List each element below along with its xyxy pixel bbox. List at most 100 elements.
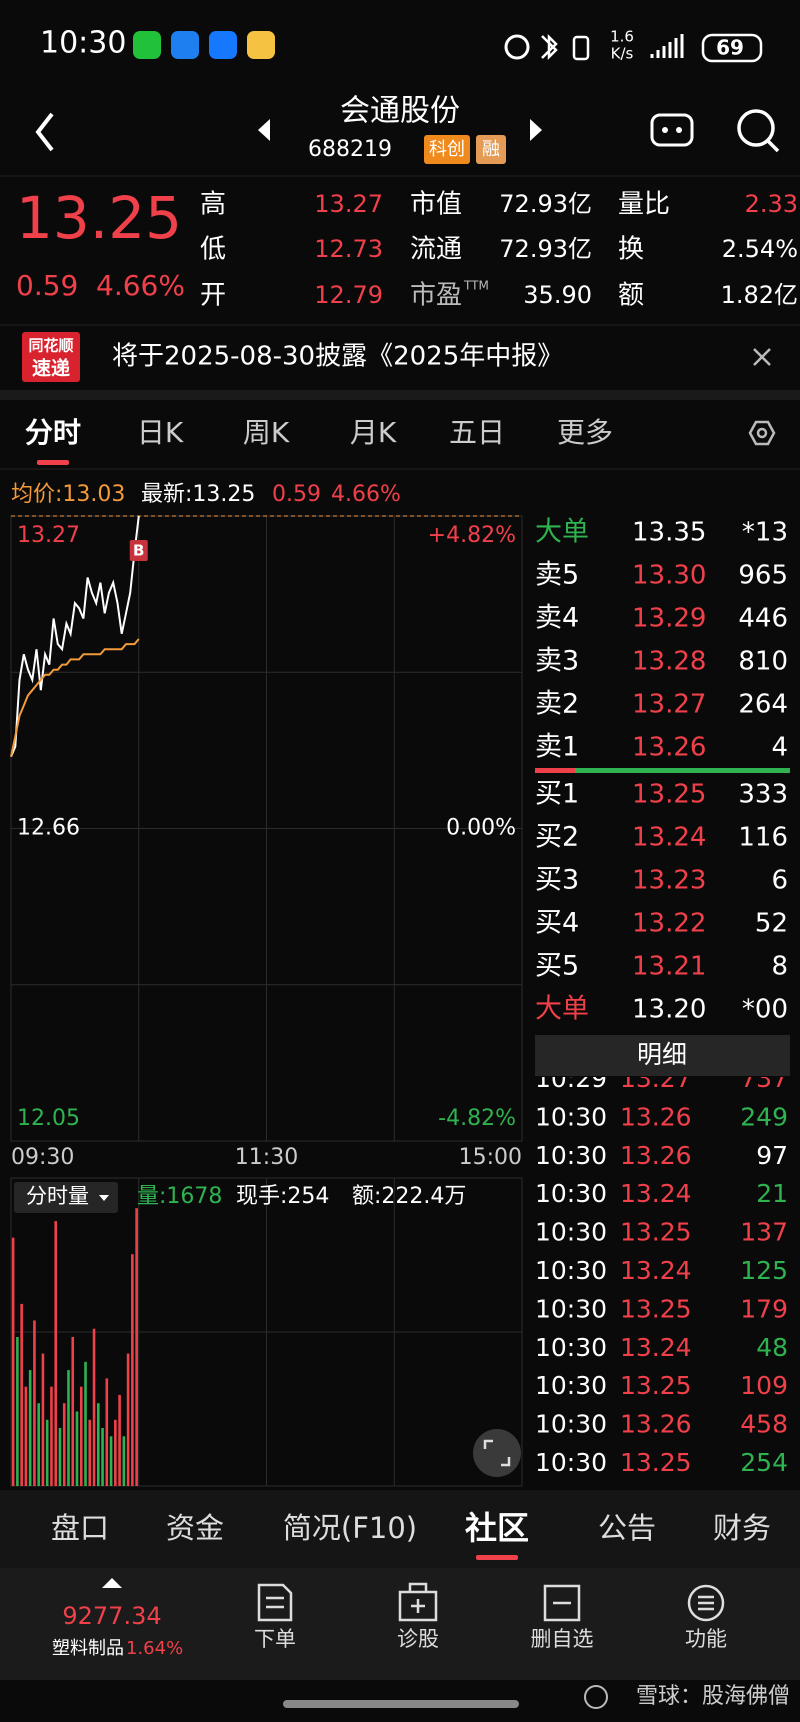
volume-bar xyxy=(24,1386,28,1486)
stat-value: 12.79 xyxy=(314,281,383,309)
trade-time: 10:30 xyxy=(535,1141,607,1170)
bottom-tab[interactable]: 公告 xyxy=(598,1511,656,1545)
chart-tab[interactable]: 分时 xyxy=(25,416,81,449)
stat-value: 2.33 xyxy=(745,190,798,218)
prev-stock[interactable] xyxy=(258,119,270,141)
diagnose-icon[interactable] xyxy=(398,1582,438,1622)
stat-label-sup: TTM xyxy=(463,279,489,293)
volume-bar xyxy=(45,1419,49,1486)
trade-volume: 48 xyxy=(756,1333,788,1362)
volume-bar xyxy=(88,1419,92,1486)
next-stock[interactable] xyxy=(530,119,542,141)
volume-bar xyxy=(16,1337,19,1486)
trade-price: 13.25 xyxy=(620,1294,692,1323)
book-price: 13.30 xyxy=(632,561,706,591)
last-price: 13.25 xyxy=(16,184,182,252)
tag xyxy=(424,135,470,164)
trade-price: 13.25 xyxy=(620,1218,692,1247)
book-label: 卖4 xyxy=(535,603,579,634)
nav-item[interactable]: 下单 xyxy=(254,1627,296,1651)
latest-change-pct: 4.66% xyxy=(331,482,401,507)
book-label: 大单 xyxy=(535,517,589,548)
price-line xyxy=(10,638,140,758)
trade-price: 13.26 xyxy=(620,1141,692,1170)
chart-tab[interactable]: 周K xyxy=(243,416,290,449)
banner-text: 将于2025-08-30披露《2025年中报》 xyxy=(112,342,563,372)
book-price: 13.29 xyxy=(632,604,706,634)
detail-button[interactable] xyxy=(535,1035,790,1076)
app-icon xyxy=(209,31,237,59)
chart-tab[interactable]: 更多 xyxy=(557,416,613,449)
function-icon[interactable] xyxy=(687,1584,725,1622)
detail-button-label: 明细 xyxy=(637,1040,687,1069)
book-volume: 8 xyxy=(771,952,788,982)
trade-price: 13.24 xyxy=(620,1256,692,1285)
close-button[interactable] xyxy=(753,348,771,366)
y-tick-label: 13.27 xyxy=(17,523,80,548)
bottom-tab[interactable]: 资金 xyxy=(166,1511,224,1545)
book-volume: 264 xyxy=(738,690,788,720)
book-volume: 6 xyxy=(771,866,788,896)
order-icon[interactable] xyxy=(257,1583,293,1622)
net-speed: 1.6 xyxy=(610,28,634,46)
banner-logo-text: 同花顺 xyxy=(28,337,73,355)
remove-icon[interactable] xyxy=(543,1584,581,1622)
net-unit: K/s xyxy=(611,45,634,63)
trade-price: 13.26 xyxy=(620,1410,692,1439)
x-tick-label: 15:00 xyxy=(459,1145,522,1170)
trade-price: 13.25 xyxy=(620,1371,692,1400)
x-tick-label: 11:30 xyxy=(235,1145,298,1170)
trade-time: 10:30 xyxy=(535,1448,607,1477)
expand-icon xyxy=(483,1439,511,1467)
back-button[interactable] xyxy=(35,112,54,152)
trade-volume: 249 xyxy=(740,1102,788,1131)
volume-bar xyxy=(122,1436,126,1486)
buy-marker xyxy=(129,540,148,561)
price-change-pct: 4.66% xyxy=(96,269,185,302)
volume-bar xyxy=(135,1208,138,1486)
bottom-tab[interactable]: 盘口 xyxy=(51,1511,109,1545)
amount-label: 额:222.4万 xyxy=(352,1184,466,1209)
stat-value: 12.73 xyxy=(314,235,383,263)
stat-label: 高 xyxy=(200,190,226,220)
robot-button[interactable] xyxy=(650,113,694,147)
banner-logo-text: 速递 xyxy=(32,357,70,380)
trade-volume: 254 xyxy=(740,1448,788,1477)
volume-bar xyxy=(11,1237,15,1486)
volume-bar xyxy=(58,1428,62,1486)
volume-bar xyxy=(126,1353,130,1486)
settings-button[interactable] xyxy=(748,420,776,446)
expand-button[interactable] xyxy=(473,1429,521,1477)
volume-bar xyxy=(118,1394,121,1486)
volume-selector[interactable] xyxy=(14,1182,118,1213)
x-tick-label: 09:30 xyxy=(11,1145,74,1170)
nav-item[interactable]: 功能 xyxy=(685,1627,727,1651)
volume-bar xyxy=(105,1378,109,1486)
bottom-tab[interactable]: 简况(F10) xyxy=(283,1511,417,1545)
book-label: 买1 xyxy=(535,779,579,810)
book-label: 买2 xyxy=(535,822,579,853)
stat-label: 流通 xyxy=(410,235,462,265)
chart-tab[interactable]: 五日 xyxy=(449,416,505,449)
index-name: 塑料制品 xyxy=(52,1638,124,1659)
chart-tab[interactable]: 日K xyxy=(137,416,184,449)
bottom-tab[interactable]: 财务 xyxy=(713,1511,771,1545)
trade-volume: 109 xyxy=(740,1371,788,1400)
stat-value: 2.54% xyxy=(722,235,798,263)
book-label: 买4 xyxy=(535,908,579,939)
chart-tab[interactable]: 月K xyxy=(350,416,397,449)
book-price: 13.23 xyxy=(632,866,706,896)
nav-item[interactable]: 诊股 xyxy=(397,1627,439,1651)
trade-time: 10:30 xyxy=(535,1218,607,1247)
search-button[interactable] xyxy=(737,109,775,147)
vibrate-icon xyxy=(572,35,590,61)
battery-level: 69 xyxy=(716,36,744,60)
volume-bar xyxy=(50,1386,53,1486)
book-volume: 333 xyxy=(738,780,788,810)
volume-bar xyxy=(41,1353,45,1486)
stat-label: 量比 xyxy=(618,190,670,220)
watermark-logo xyxy=(584,1685,608,1709)
nav-item[interactable]: 删自选 xyxy=(531,1627,594,1651)
stat-value: 13.27 xyxy=(314,190,383,218)
bottom-tab[interactable]: 社区 xyxy=(465,1509,529,1547)
